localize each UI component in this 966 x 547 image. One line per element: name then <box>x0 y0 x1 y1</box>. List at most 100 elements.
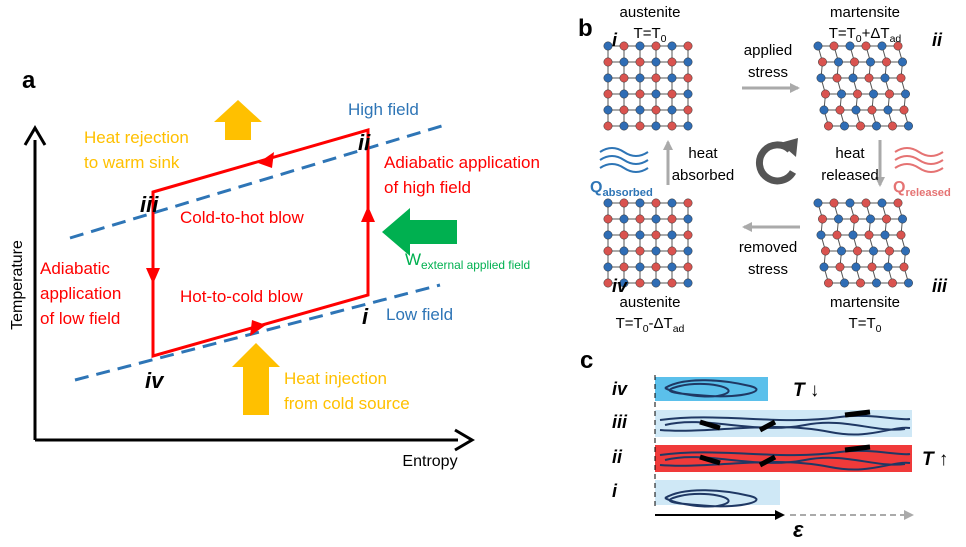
atom <box>604 263 612 271</box>
axis-label: Entropy <box>402 453 457 470</box>
label: T ↓ <box>793 380 819 401</box>
label: martensite <box>830 294 900 311</box>
atom <box>840 122 848 130</box>
atom <box>853 90 861 98</box>
state-label: iv <box>145 368 165 393</box>
atom <box>820 263 828 271</box>
atom <box>652 58 660 66</box>
label: removed <box>739 239 797 256</box>
atom <box>620 90 628 98</box>
atom <box>636 199 644 207</box>
atom <box>850 58 858 66</box>
atom <box>668 106 676 114</box>
atom <box>684 215 692 223</box>
atom <box>652 90 660 98</box>
atom <box>814 199 822 207</box>
atom <box>814 42 822 50</box>
text-part: W <box>405 250 421 269</box>
label: heat <box>688 145 718 162</box>
atom <box>904 122 912 130</box>
atom <box>885 247 893 255</box>
label: Qabsorbed <box>590 179 653 199</box>
label: Cold-to-hot blow <box>180 208 305 227</box>
atom <box>878 199 886 207</box>
text-part: T=T <box>829 25 856 42</box>
atom <box>882 215 890 223</box>
atom <box>881 231 889 239</box>
atom <box>620 42 628 50</box>
atom <box>900 106 908 114</box>
label: stress <box>748 64 788 81</box>
text-part: Q <box>893 179 905 196</box>
atom <box>636 90 644 98</box>
atom <box>830 199 838 207</box>
atom <box>604 106 612 114</box>
label: Qreleased <box>893 179 951 199</box>
atom <box>898 215 906 223</box>
atom <box>837 90 845 98</box>
atom <box>885 90 893 98</box>
atom <box>830 42 838 50</box>
atom <box>833 74 841 82</box>
text-part: 0 <box>661 33 667 45</box>
state-label: iii <box>932 276 948 296</box>
atom <box>636 58 644 66</box>
figure: aTemperatureEntropyHigh fieldLow fieldHe… <box>0 0 966 542</box>
atom <box>882 58 890 66</box>
atom <box>866 215 874 223</box>
atom <box>604 42 612 50</box>
atom <box>901 247 909 255</box>
label: released <box>821 167 879 184</box>
atom <box>849 74 857 82</box>
atom <box>865 231 873 239</box>
atom <box>652 106 660 114</box>
atom <box>620 122 628 130</box>
atom <box>869 247 877 255</box>
atom <box>897 231 905 239</box>
atom <box>620 199 628 207</box>
atom <box>817 74 825 82</box>
text-part: +ΔT <box>862 25 890 42</box>
atom <box>821 247 829 255</box>
atom <box>684 231 692 239</box>
panel-label: c <box>580 347 593 374</box>
label: ε <box>793 517 804 542</box>
atom <box>652 279 660 287</box>
state-label: i <box>612 30 618 50</box>
atom <box>604 199 612 207</box>
atom <box>652 247 660 255</box>
atom <box>872 122 880 130</box>
label: stress <box>748 261 788 278</box>
atom <box>818 215 826 223</box>
label: Heat rejection <box>84 128 189 147</box>
atom <box>604 58 612 66</box>
atom <box>820 106 828 114</box>
atom <box>824 122 832 130</box>
atom <box>636 279 644 287</box>
atom <box>668 74 676 82</box>
atom <box>620 247 628 255</box>
label: martensite <box>830 4 900 21</box>
atom <box>837 247 845 255</box>
row-label: iii <box>612 412 628 432</box>
atom <box>620 231 628 239</box>
atom <box>684 247 692 255</box>
atom <box>652 74 660 82</box>
atom <box>852 106 860 114</box>
atom <box>668 42 676 50</box>
atom <box>684 42 692 50</box>
atom <box>668 263 676 271</box>
atom <box>636 231 644 239</box>
atom <box>604 247 612 255</box>
atom <box>868 263 876 271</box>
atom <box>846 42 854 50</box>
atom <box>652 122 660 130</box>
label: Hot-to-cold blow <box>180 287 304 306</box>
atom <box>846 199 854 207</box>
atom <box>668 247 676 255</box>
state-label: ii <box>932 30 943 50</box>
label: Adiabatic application <box>384 153 540 172</box>
state-label: iii <box>140 192 159 217</box>
atom <box>668 199 676 207</box>
atom <box>668 122 676 130</box>
